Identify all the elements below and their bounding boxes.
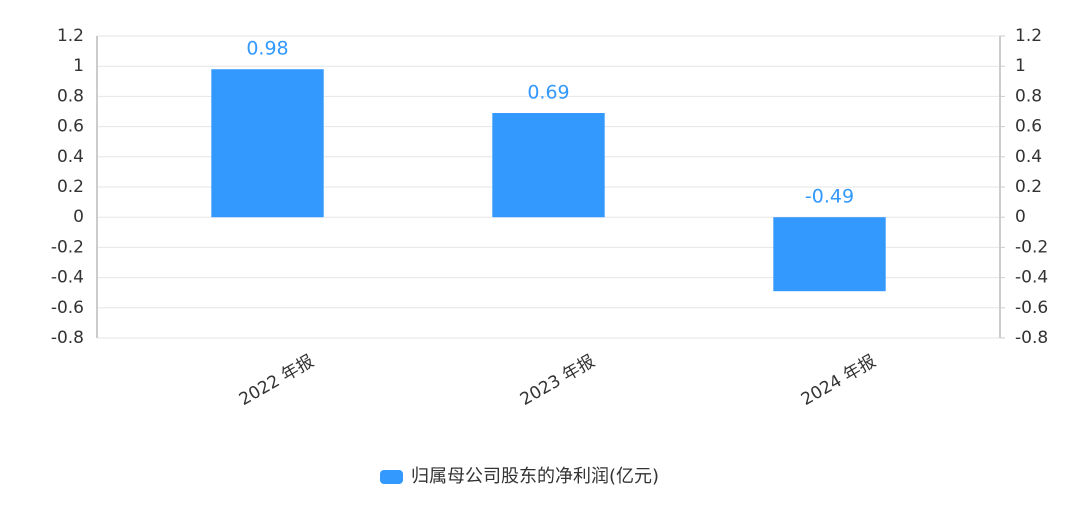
x-tick-label: 2024 年报 (798, 351, 880, 410)
y2-tick-label: 0 (1015, 207, 1026, 227)
bar (211, 69, 324, 218)
y2-tick-label: 0.8 (1015, 86, 1042, 106)
y-tick-label: 0.4 (57, 147, 84, 167)
value-label: 0.69 (527, 82, 569, 104)
y-tick-label: -0.8 (51, 328, 84, 348)
x-tick-label: 2023 年报 (517, 351, 599, 410)
y2-tick-label: -0.6 (1015, 298, 1048, 318)
bar (773, 217, 886, 292)
y-tick-label: -0.6 (51, 298, 84, 318)
y-tick-label: -0.2 (51, 237, 84, 257)
y-tick-label: 0.6 (57, 117, 84, 137)
y-tick-label: 0.2 (57, 177, 84, 197)
y-tick-label: 0 (73, 207, 84, 227)
y-tick-label: -0.4 (51, 268, 84, 288)
y2-tick-label: 0.2 (1015, 177, 1042, 197)
legend-swatch (380, 470, 403, 484)
y2-tick-label: -0.4 (1015, 268, 1048, 288)
y2-tick-label: 0.6 (1015, 117, 1042, 137)
legend-label: 归属母公司股东的净利润(亿元) (411, 466, 659, 487)
bar (492, 113, 605, 218)
value-label: 0.98 (246, 38, 288, 60)
y-tick-label: 1.2 (57, 26, 84, 46)
y-tick-label: 1 (73, 56, 84, 76)
value-label: -0.49 (805, 186, 854, 208)
y2-tick-label: -0.2 (1015, 237, 1048, 257)
y-tick-label: 0.8 (57, 86, 84, 106)
y2-tick-label: 0.4 (1015, 147, 1042, 167)
y2-tick-label: -0.8 (1015, 328, 1048, 348)
y2-tick-label: 1.2 (1015, 26, 1042, 46)
x-tick-label: 2022 年报 (236, 351, 318, 410)
y2-tick-label: 1 (1015, 56, 1026, 76)
